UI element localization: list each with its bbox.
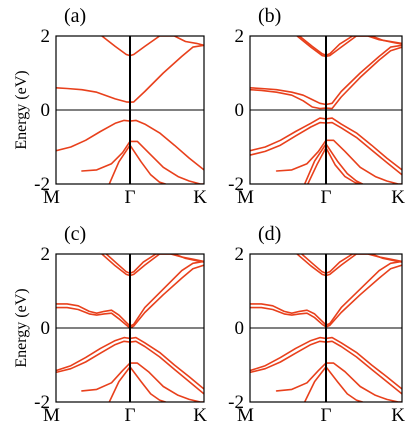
band-2: [250, 264, 402, 328]
plot-frame: [55, 35, 205, 185]
y-tick-label: 0: [235, 318, 245, 339]
band-4: [300, 254, 402, 274]
band-1: [250, 44, 402, 106]
plot-frame: [249, 253, 403, 403]
band-5: [108, 144, 167, 184]
x-tick-label: M: [43, 405, 60, 426]
panel-a: (a) 2 0 -2M Γ K Energy (eV): [13, 5, 207, 208]
panel-b: (b) 2 0 -2M Γ K: [228, 5, 405, 208]
band-1: [56, 260, 204, 327]
x-tick-label: K: [391, 187, 405, 208]
band-7: [275, 139, 402, 184]
x-tick-label: K: [193, 187, 207, 208]
x-tick-label: M: [43, 187, 60, 208]
band-lines: [250, 36, 402, 184]
panel-label: (a): [64, 5, 86, 27]
y-tick-label: 0: [41, 318, 51, 339]
plot-frame: [249, 35, 403, 185]
panel-label: (b): [258, 5, 281, 27]
band-8: [303, 366, 364, 402]
band-8: [303, 143, 364, 184]
y-tick-label: 2: [235, 26, 245, 47]
band-2: [101, 36, 204, 57]
x-tick-label: Γ: [321, 187, 332, 208]
plot-frame: [55, 253, 205, 403]
band-7: [81, 362, 204, 402]
y-tick-label: -2: [228, 174, 244, 195]
y-axis-title: Energy (eV): [13, 70, 30, 149]
band-9: [307, 146, 361, 184]
y-tick-label: -2: [34, 392, 50, 413]
band-lines: [250, 254, 402, 402]
y-tick-label: 2: [235, 244, 245, 265]
x-tick-label: K: [391, 405, 405, 426]
y-tick-label: -2: [228, 392, 244, 413]
panel-d: (d) 2 0 -2M Γ K: [228, 223, 405, 426]
panel-label: (d): [258, 223, 281, 245]
band-1: [250, 260, 402, 326]
x-tick-label: M: [237, 187, 254, 208]
band-4: [105, 254, 204, 274]
y-axis-title: Energy (eV): [13, 288, 30, 367]
y-tick-label: 2: [41, 26, 51, 47]
y-tick-label: 0: [235, 100, 245, 121]
band-8: [108, 366, 167, 402]
x-tick-label: M: [237, 405, 254, 426]
band-2: [56, 264, 204, 329]
y-tick-label: 0: [41, 100, 51, 121]
y-tick-label: -2: [34, 174, 50, 195]
band-2: [250, 46, 402, 110]
panel-label: (c): [64, 223, 86, 245]
y-tick-label: 2: [41, 244, 51, 265]
panel-c: (c) 2 0 -2M Γ K Energy (eV): [13, 223, 207, 426]
x-tick-label: Γ: [125, 405, 136, 426]
band-4: [298, 36, 402, 56]
x-tick-label: Γ: [125, 187, 136, 208]
band-7: [275, 362, 402, 402]
band-4: [81, 140, 204, 184]
x-tick-label: K: [193, 405, 207, 426]
x-tick-label: Γ: [321, 405, 332, 426]
